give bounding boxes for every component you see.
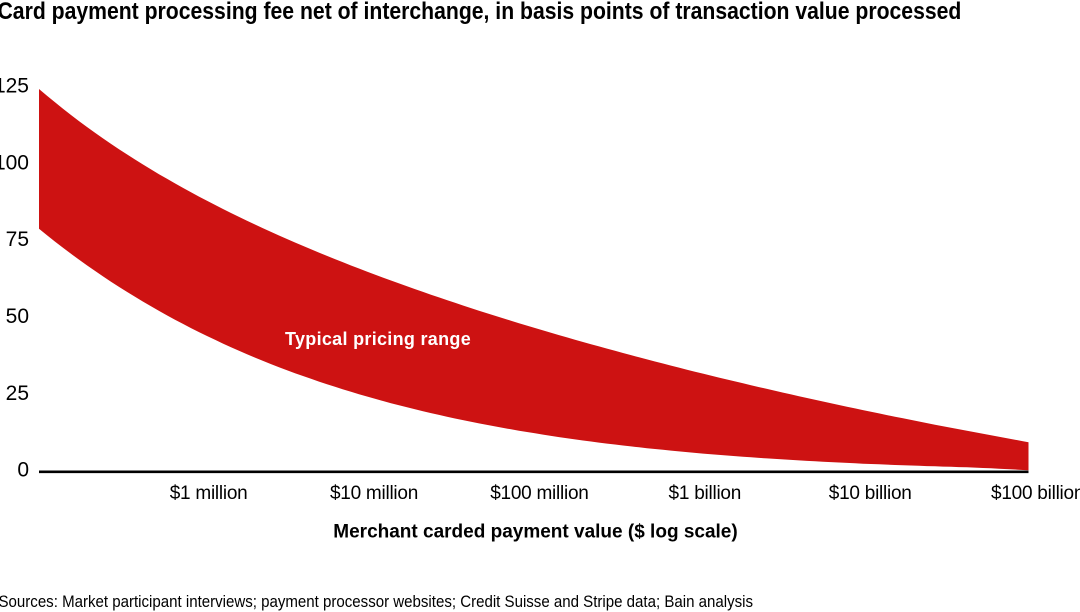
svg-text:$1 million: $1 million — [170, 483, 248, 504]
svg-text:$10 million: $10 million — [330, 483, 418, 504]
svg-text:Sources: Market participant in: Sources: Market participant interviews; … — [0, 592, 753, 611]
svg-text:Merchant carded payment value: Merchant carded payment value ($ log sca… — [333, 521, 737, 542]
svg-text:$10 billion: $10 billion — [829, 483, 912, 504]
svg-text:100: 100 — [0, 151, 29, 174]
svg-text:$1 billion: $1 billion — [669, 483, 742, 504]
svg-text:75: 75 — [6, 228, 29, 251]
svg-text:$100 billion: $100 billion — [991, 483, 1080, 504]
svg-text:Typical pricing range: Typical pricing range — [285, 329, 471, 349]
svg-text:125: 125 — [0, 75, 29, 98]
svg-text:Card payment processing fee ne: Card payment processing fee net of inter… — [0, 0, 961, 24]
svg-text:$100 million: $100 million — [490, 483, 588, 504]
svg-text:25: 25 — [6, 382, 29, 405]
svg-text:0: 0 — [17, 459, 29, 482]
svg-text:50: 50 — [6, 305, 29, 328]
